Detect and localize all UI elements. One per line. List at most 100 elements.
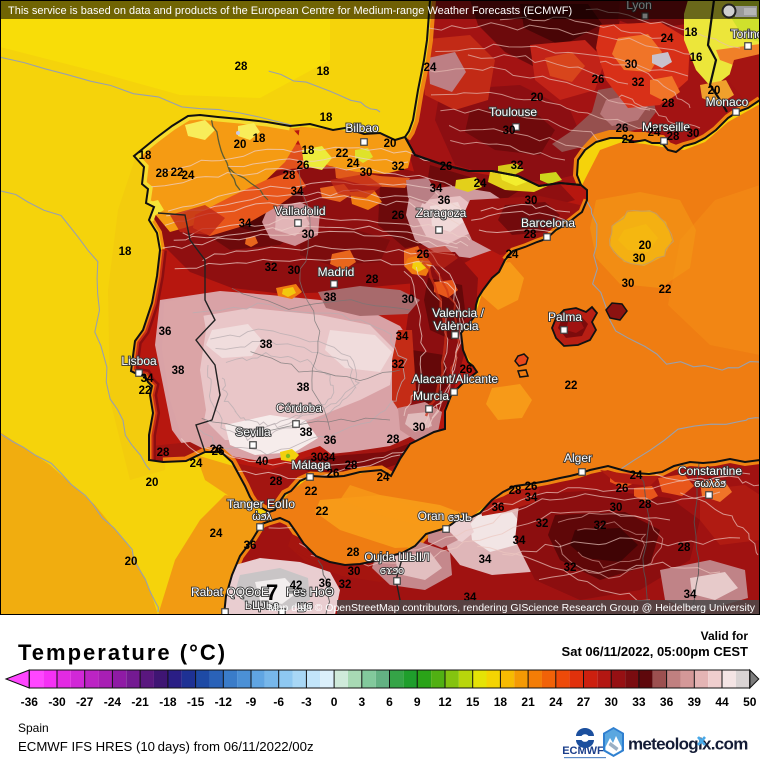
svg-text:12: 12 — [438, 695, 452, 709]
svg-text:32: 32 — [564, 562, 577, 574]
svg-text:40: 40 — [256, 456, 269, 468]
svg-text:Palma: Palma — [548, 310, 582, 324]
svg-text:36: 36 — [244, 540, 257, 552]
svg-text:Sevilla: Sevilla — [235, 425, 271, 439]
svg-text:22: 22 — [316, 506, 329, 518]
svg-text:32: 32 — [536, 518, 549, 530]
svg-text:20: 20 — [146, 477, 159, 489]
svg-text:Barcelona: Barcelona — [521, 216, 575, 230]
svg-text:Torino: Torino — [731, 27, 760, 41]
svg-text:18: 18 — [119, 246, 132, 258]
svg-text:36: 36 — [438, 195, 451, 207]
svg-text:30: 30 — [503, 125, 516, 137]
svg-text:28: 28 — [639, 499, 652, 511]
svg-text:28: 28 — [387, 434, 400, 446]
svg-text:26: 26 — [417, 249, 430, 261]
svg-text:-12: -12 — [215, 695, 233, 709]
svg-text:-3: -3 — [301, 695, 312, 709]
svg-text:Bilbao: Bilbao — [345, 121, 379, 135]
svg-text:30: 30 — [610, 502, 623, 514]
svg-text:22: 22 — [336, 148, 349, 160]
svg-text:39: 39 — [688, 695, 702, 709]
svg-text:20: 20 — [234, 139, 247, 151]
svg-text:32: 32 — [594, 520, 607, 532]
svg-text:Valid for: Valid for — [701, 629, 749, 643]
svg-text:22: 22 — [622, 134, 635, 146]
svg-text:This service is based on data: This service is based on data and produc… — [8, 5, 572, 17]
svg-text:22: 22 — [305, 486, 318, 498]
svg-text:Sat 06/11/2022, 05:00pm CEST: Sat 06/11/2022, 05:00pm CEST — [562, 644, 749, 659]
svg-text:30: 30 — [625, 59, 638, 71]
svg-text:18: 18 — [302, 145, 315, 157]
svg-text:-27: -27 — [76, 695, 94, 709]
svg-text:32: 32 — [339, 579, 352, 591]
svg-text:ϭϫϧο: ϭϫϧο — [380, 565, 404, 577]
svg-text:50: 50 — [743, 695, 757, 709]
svg-text:38: 38 — [324, 292, 337, 304]
svg-text:30: 30 — [413, 422, 426, 434]
svg-text:7: 7 — [266, 580, 278, 605]
svg-text:-15: -15 — [187, 695, 205, 709]
svg-text:ЬЦJЬа: ЬЦJЬа — [245, 600, 280, 612]
svg-text:34: 34 — [513, 535, 526, 547]
svg-text:24: 24 — [630, 470, 643, 482]
svg-text:36: 36 — [319, 578, 332, 590]
svg-text:26: 26 — [616, 483, 629, 495]
svg-text:18: 18 — [139, 150, 152, 162]
svg-text:24: 24 — [377, 472, 390, 484]
svg-text:Constantine: Constantine — [678, 464, 742, 478]
svg-text:28: 28 — [156, 168, 169, 180]
svg-text:18: 18 — [685, 27, 698, 39]
svg-text:30: 30 — [525, 195, 538, 207]
svg-text:28: 28 — [235, 61, 248, 73]
svg-text:ECMWF IFS HRES (10 days) from: ECMWF IFS HRES (10 days) from 06/11/2022… — [18, 739, 314, 754]
svg-text:-24: -24 — [104, 695, 122, 709]
svg-text:Oran: Oran — [418, 509, 445, 523]
svg-text:26: 26 — [210, 444, 223, 456]
svg-text:3: 3 — [358, 695, 365, 709]
svg-text:30: 30 — [302, 229, 315, 241]
svg-text:34: 34 — [323, 452, 336, 464]
svg-text:28: 28 — [678, 542, 691, 554]
svg-text:20: 20 — [125, 556, 138, 568]
svg-text:30: 30 — [288, 265, 301, 277]
svg-text:ϭϧJЬ: ϭϧJЬ — [448, 512, 472, 524]
svg-text:22: 22 — [171, 167, 184, 179]
svg-text:34: 34 — [291, 186, 304, 198]
svg-text:36: 36 — [159, 326, 172, 338]
svg-text:20: 20 — [384, 138, 397, 150]
svg-text:42: 42 — [290, 580, 303, 592]
svg-text:Córdoba: Córdoba — [276, 401, 322, 415]
svg-text:32: 32 — [632, 77, 645, 89]
svg-text:24: 24 — [474, 178, 487, 190]
svg-text:Valladolid: Valladolid — [274, 204, 325, 218]
svg-text:22: 22 — [659, 284, 672, 296]
svg-text:26: 26 — [212, 446, 225, 458]
svg-text:meteologix.com: meteologix.com — [628, 735, 748, 754]
svg-text:20: 20 — [708, 85, 721, 97]
svg-text:Alger: Alger — [564, 451, 592, 465]
svg-text:-18: -18 — [159, 695, 177, 709]
svg-text:28: 28 — [157, 447, 170, 459]
svg-text:22: 22 — [139, 385, 152, 397]
svg-text:24: 24 — [506, 249, 519, 261]
svg-text:24: 24 — [549, 695, 563, 709]
svg-text:36: 36 — [492, 502, 505, 514]
svg-text:26: 26 — [525, 481, 538, 493]
svg-text:36: 36 — [660, 695, 674, 709]
svg-text:24: 24 — [661, 33, 674, 45]
svg-text:ὠϧλ: ὠϧλ — [252, 511, 272, 523]
svg-text:28: 28 — [667, 131, 680, 143]
svg-text:38: 38 — [172, 365, 185, 377]
svg-text:Fes НоΘ: Fes НоΘ — [286, 585, 334, 599]
svg-text:30: 30 — [402, 294, 415, 306]
svg-text:32: 32 — [392, 359, 405, 371]
svg-text:24: 24 — [424, 62, 437, 74]
svg-text:18: 18 — [317, 66, 330, 78]
svg-text:30: 30 — [622, 278, 635, 290]
svg-text:21: 21 — [521, 695, 535, 709]
svg-text:València: València — [433, 319, 478, 333]
svg-text:44: 44 — [715, 695, 729, 709]
svg-text:-36: -36 — [21, 695, 39, 709]
svg-text:0: 0 — [331, 695, 338, 709]
